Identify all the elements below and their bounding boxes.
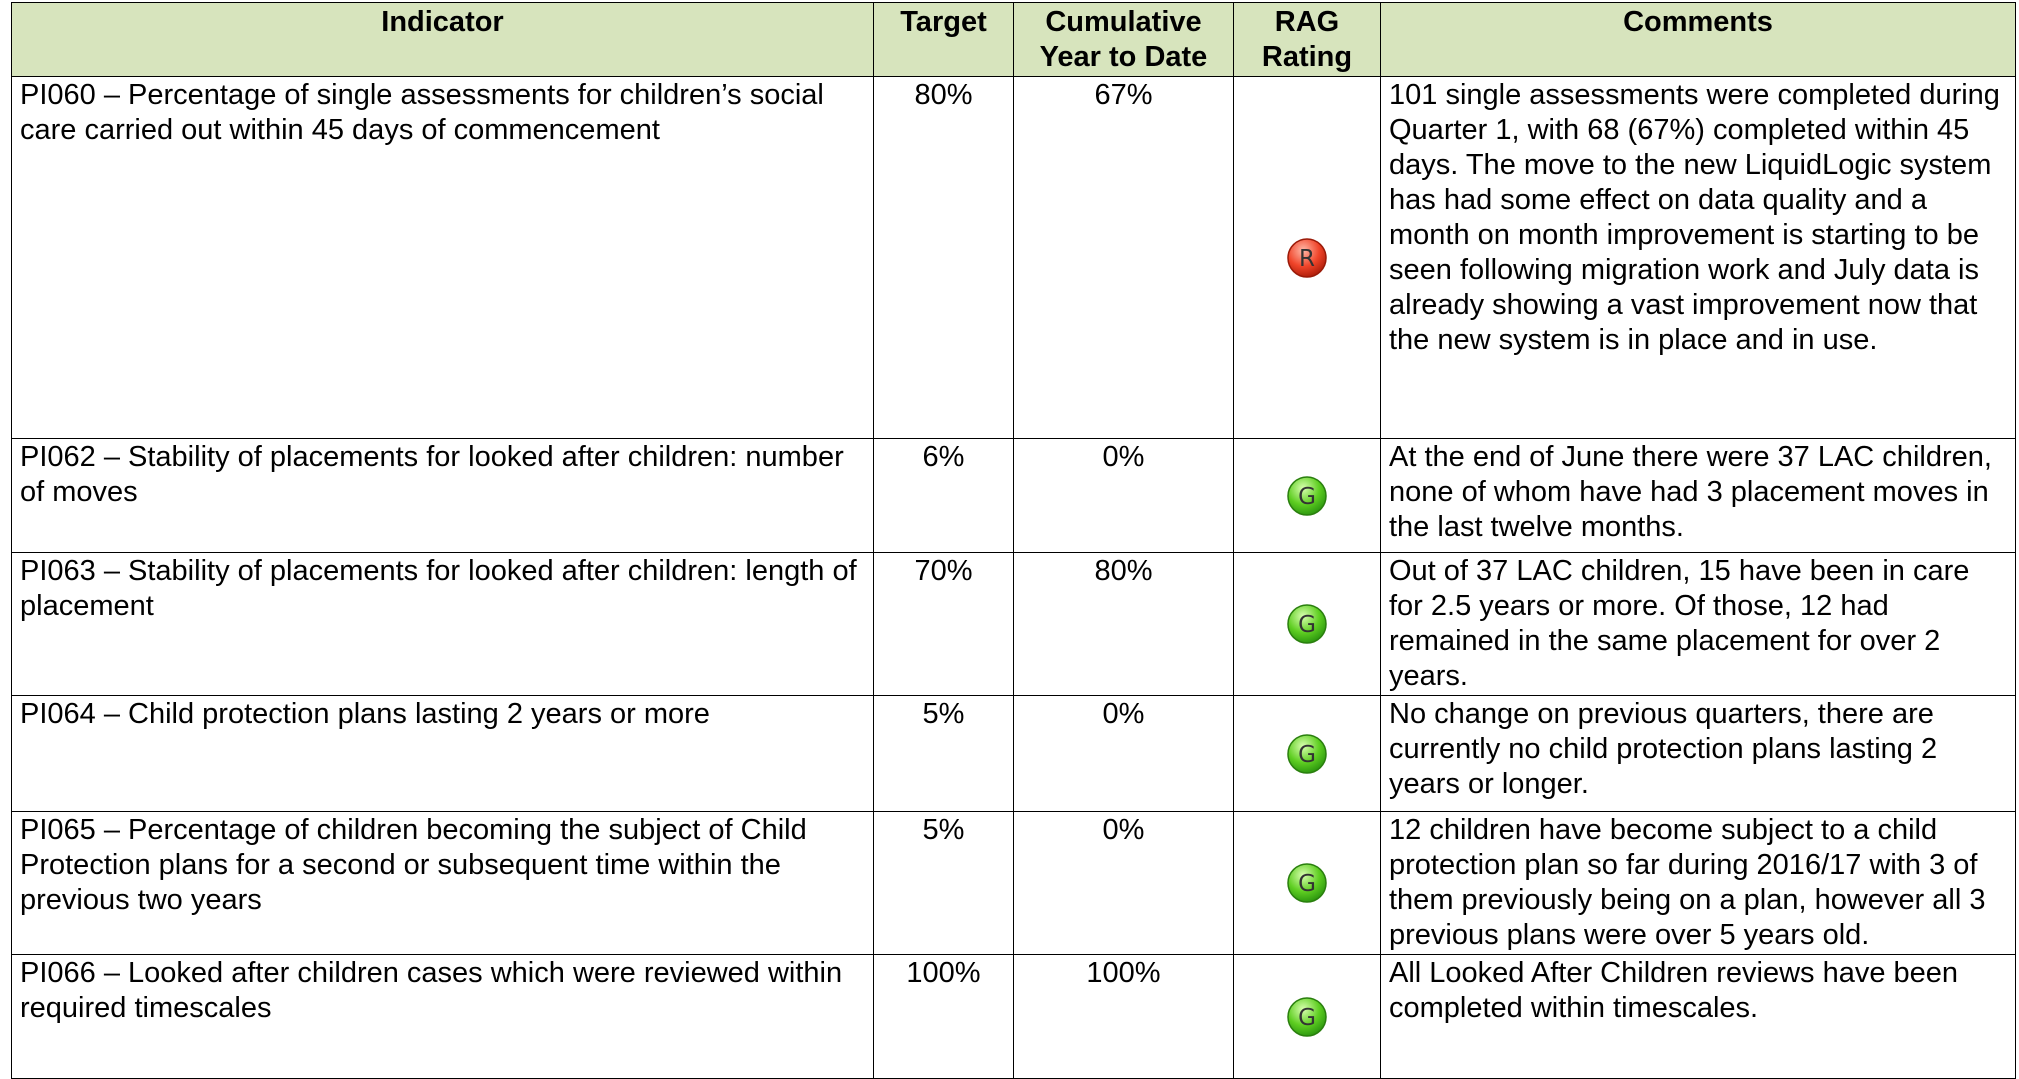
page: Indicator Target Cumulative Year to Date RA… (11, 2, 2016, 1079)
rag-letter: G (1298, 484, 1316, 510)
header-cell: Comments (1380, 2, 2016, 77)
header-cell: Indicator (11, 2, 874, 77)
table-body: PI060 – Percentage of single assessments… (11, 76, 2016, 1079)
comment-cell: All Looked After Children reviews have b… (1380, 954, 2016, 1079)
comment-cell: At the end of June there were 37 LAC chi… (1380, 438, 2016, 553)
rag-circle (1287, 475, 1327, 516)
rag-letter: G (1298, 1005, 1316, 1031)
rag-cell: G (1233, 954, 1381, 1079)
ytd-cell: 0% (1013, 811, 1234, 955)
table-row: PI066 – Looked after children cases whic… (11, 954, 2016, 1079)
rag-letter: G (1298, 871, 1316, 897)
ytd-cell: 67% (1013, 76, 1234, 439)
rag-letter: G (1298, 742, 1316, 768)
header-cell: Cumulative Year to Date (1013, 2, 1234, 77)
ytd-cell: 0% (1013, 438, 1234, 553)
pi-table: Indicator Target Cumulative Year to Date RA… (11, 2, 2016, 1079)
target-cell: 80% (873, 76, 1014, 439)
comment-cell: 12 children have become subject to a chi… (1380, 811, 2016, 955)
indicator-cell: PI064 – Child protection plans lasting 2… (11, 695, 874, 812)
rag-cell: G (1233, 438, 1381, 553)
header-cell: RAG Rating (1233, 2, 1381, 77)
table-row: PI063 – Stability of placements for look… (11, 552, 2016, 696)
target-cell: 70% (873, 552, 1014, 696)
indicator-cell: PI066 – Looked after children cases whic… (11, 954, 874, 1079)
rag-letter: G (1298, 612, 1316, 638)
rag-letter: R (1299, 246, 1315, 272)
comment-cell: Out of 37 LAC children, 15 have been in … (1380, 552, 2016, 696)
rag-badge: G (1287, 604, 1327, 644)
table-row: PI065 – Percentage of children becoming … (11, 811, 2016, 955)
indicator-cell: PI060 – Percentage of single assessments… (11, 76, 874, 439)
rag-cell: R (1233, 76, 1381, 439)
target-cell: 5% (873, 695, 1014, 812)
target-cell: 100% (873, 954, 1014, 1079)
target-cell: 6% (873, 438, 1014, 553)
comment-cell: 101 single assessments were completed du… (1380, 76, 2016, 439)
target-cell: 5% (873, 811, 1014, 955)
table-row: PI060 – Percentage of single assessments… (11, 76, 2016, 439)
indicator-cell: PI065 – Percentage of children becoming … (11, 811, 874, 955)
rag-circle (1287, 237, 1327, 278)
rag-cell: G (1233, 552, 1381, 696)
indicator-cell: PI062 – Stability of placements for look… (11, 438, 874, 553)
rag-badge: R (1287, 237, 1327, 278)
rag-cell: G (1233, 811, 1381, 955)
table-row: PI064 – Child protection plans lasting 2… (11, 695, 2016, 812)
indicator-cell: PI063 – Stability of placements for look… (11, 552, 874, 696)
ytd-cell: 0% (1013, 695, 1234, 812)
rag-circle (1287, 604, 1327, 644)
rag-cell: G (1233, 695, 1381, 812)
ytd-cell: 80% (1013, 552, 1234, 696)
rag-circle (1287, 863, 1327, 903)
header-row: Indicator Target Cumulative Year to Date RA… (11, 2, 2016, 77)
table-row: PI062 – Stability of placements for look… (11, 438, 2016, 553)
header-cell: Target (873, 2, 1014, 77)
rag-circle (1287, 733, 1327, 774)
ytd-cell: 100% (1013, 954, 1234, 1079)
comment-cell: No change on previous quarters, there ar… (1380, 695, 2016, 812)
rag-badge: G (1287, 996, 1327, 1037)
rag-badge: G (1287, 863, 1327, 903)
rag-badge: G (1287, 475, 1327, 516)
rag-badge: G (1287, 733, 1327, 774)
